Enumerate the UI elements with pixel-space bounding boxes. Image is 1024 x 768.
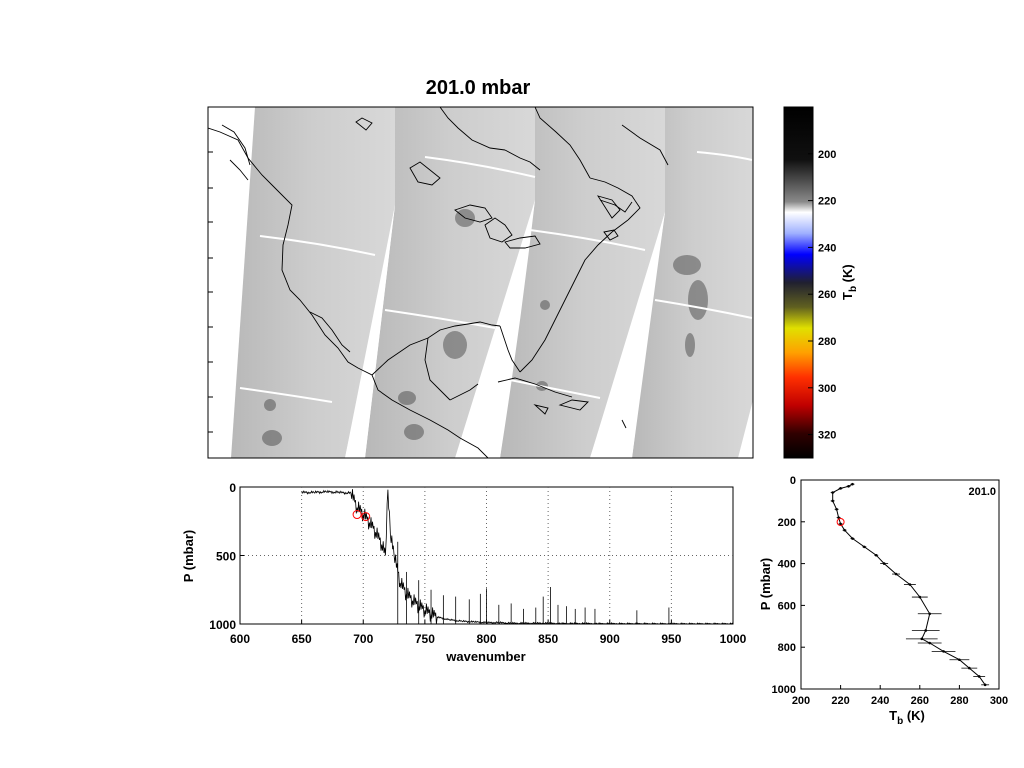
profile-x-tick-label: 200: [792, 695, 810, 707]
profile-point: [882, 562, 886, 565]
swath-3: [500, 107, 665, 458]
colorbar-scale: [783, 106, 814, 459]
spectrum-highlight-marker: [361, 512, 371, 522]
profile-y-tick-label: 400: [778, 559, 796, 571]
map-ticks: [208, 151, 213, 433]
profile-point: [839, 487, 842, 490]
spectrum-x-tick-label: 900: [600, 632, 620, 646]
profile-point: [942, 650, 945, 653]
profile-y-tick-label: 1000: [772, 684, 796, 696]
spectrum-x-tick-label: 700: [353, 632, 373, 646]
spectrum-highlight-marker: [352, 510, 362, 520]
profile-point: [920, 637, 924, 641]
scan-lines: [239, 151, 753, 403]
spectrum-panel: 600 650 700 750 800 850 900 950 1000 0 500 1000 wav…: [181, 481, 747, 664]
spectrum-y-tick-label: 500: [216, 550, 236, 564]
colorbar-tick-label: 300: [818, 383, 836, 395]
profile-point: [863, 545, 866, 549]
spectrum-line: [301, 489, 734, 625]
spectrum-y-tick-label: 1000: [209, 618, 236, 632]
profile-y-tick-label: 600: [778, 600, 796, 612]
page-title: 201.0 mbar: [426, 77, 531, 99]
profile-point: [924, 629, 928, 632]
spectrum-x-tick-label: 750: [415, 632, 435, 646]
profile-y-label: P (mbar): [758, 558, 773, 611]
profile-point: [835, 507, 838, 511]
swath-4: [632, 107, 753, 458]
profile-point: [908, 583, 912, 586]
spectrum-x-label: wavenumber: [445, 649, 525, 664]
profile-point: [831, 499, 834, 503]
profile-point: [977, 675, 981, 678]
colorbar-tick-label: 240: [818, 242, 836, 254]
swath-2: [365, 107, 535, 458]
profile-point: [928, 641, 931, 645]
profile-point: [851, 537, 854, 540]
spectrum-x-tick-label: 950: [661, 632, 681, 646]
spectrum-x-tick-label: 800: [476, 632, 496, 646]
colorbar-tick-label: 320: [818, 430, 836, 442]
profile-point: [983, 683, 987, 687]
colorbar-tick-label: 220: [818, 196, 836, 208]
profile-point: [847, 484, 850, 488]
profile-frame: [800, 479, 1000, 690]
colorbar-tick-label: 280: [818, 336, 836, 348]
profile-point: [839, 522, 842, 526]
profile-panel: 200 220 240 260 280 300 0 200 400 600 800 1000 201.…: [758, 475, 1008, 727]
swath-1: [231, 107, 395, 458]
spectrum-x-tick-label: 650: [292, 632, 312, 646]
colorbar-label: Tb (K): [840, 264, 859, 300]
profile-point: [958, 658, 961, 662]
colorbar-tick-label: 200: [818, 149, 836, 161]
profile-y-tick-label: 200: [778, 517, 796, 529]
satellite-map: [207, 106, 754, 459]
profile-point: [928, 612, 931, 616]
spectrum-y-label: P (mbar): [181, 530, 196, 583]
profile-point: [851, 482, 854, 486]
profile-y-tick-label: 800: [778, 642, 796, 654]
profile-point: [831, 491, 834, 494]
profile-highlight-marker: [836, 518, 845, 527]
coastlines: [208, 107, 669, 458]
colorbar: 200 220 240 260 280 300 320 Tb (K): [783, 106, 859, 459]
cloud-features: [262, 209, 708, 446]
profile-annotation: 201.0: [968, 486, 996, 498]
colorbar-tick-label: 260: [818, 289, 836, 301]
profile-y-tick-label: 0: [790, 475, 796, 487]
profile-x-tick-label: 280: [950, 695, 968, 707]
spectrum-y-tick-label: 0: [229, 481, 236, 495]
spectrum-x-tick-label: 850: [538, 632, 558, 646]
profile-x-tick-label: 300: [990, 695, 1008, 707]
profile-point: [894, 572, 898, 576]
profile-point: [843, 528, 846, 532]
profile-x-tick-label: 240: [871, 695, 889, 707]
profile-x-tick-label: 220: [831, 695, 849, 707]
profile-point: [874, 553, 878, 557]
profile-point: [968, 666, 971, 670]
map-frame: [207, 106, 754, 459]
spectrum-x-tick-label: 1000: [720, 632, 747, 646]
profile-x-tick-label: 260: [911, 695, 929, 707]
profile-point: [918, 595, 922, 599]
profile-x-label: Tb (K): [889, 708, 925, 727]
spectrum-x-tick-label: 600: [230, 632, 250, 646]
